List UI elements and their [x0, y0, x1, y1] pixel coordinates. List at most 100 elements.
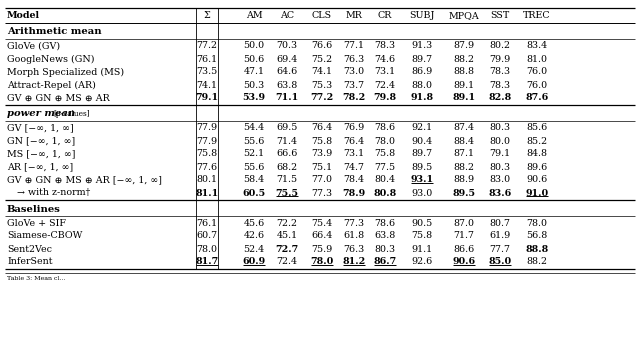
Text: 60.9: 60.9 [243, 258, 266, 267]
Text: 53.9: 53.9 [243, 94, 266, 103]
Text: 73.1: 73.1 [344, 150, 365, 159]
Text: 71.1: 71.1 [275, 94, 299, 103]
Text: 87.1: 87.1 [454, 150, 474, 159]
Text: 80.3: 80.3 [490, 162, 511, 172]
Text: 73.1: 73.1 [374, 67, 396, 76]
Text: 56.8: 56.8 [526, 232, 548, 240]
Text: 79.1: 79.1 [490, 150, 511, 159]
Text: 88.0: 88.0 [412, 80, 433, 89]
Text: Baselines: Baselines [7, 204, 61, 214]
Text: 45.6: 45.6 [243, 218, 264, 227]
Text: 87.9: 87.9 [453, 42, 475, 51]
Text: AR [−∞, 1, ∞]: AR [−∞, 1, ∞] [7, 162, 73, 172]
Text: 80.7: 80.7 [490, 218, 511, 227]
Text: 75.8: 75.8 [412, 232, 433, 240]
Text: Siamese-CBOW: Siamese-CBOW [7, 232, 83, 240]
Text: 77.3: 77.3 [344, 218, 365, 227]
Text: 77.7: 77.7 [490, 245, 511, 254]
Text: 50.0: 50.0 [243, 42, 264, 51]
Text: 89.5: 89.5 [412, 162, 433, 172]
Text: 75.8: 75.8 [196, 150, 218, 159]
Text: 83.4: 83.4 [527, 42, 548, 51]
Text: 61.8: 61.8 [344, 232, 365, 240]
Text: 76.3: 76.3 [344, 54, 365, 64]
Text: CLS: CLS [312, 11, 332, 21]
Text: 73.5: 73.5 [196, 67, 218, 76]
Text: 75.4: 75.4 [312, 218, 333, 227]
Text: Table 3: Mean cl...: Table 3: Mean cl... [7, 276, 65, 280]
Text: 63.8: 63.8 [276, 80, 298, 89]
Text: 79.8: 79.8 [373, 94, 397, 103]
Text: MS [−∞, 1, ∞]: MS [−∞, 1, ∞] [7, 150, 76, 159]
Text: 84.8: 84.8 [527, 150, 547, 159]
Text: 47.1: 47.1 [243, 67, 264, 76]
Text: 50.3: 50.3 [243, 80, 264, 89]
Text: 77.5: 77.5 [374, 162, 396, 172]
Text: 73.0: 73.0 [344, 67, 365, 76]
Text: 80.4: 80.4 [374, 175, 396, 184]
Text: 74.7: 74.7 [344, 162, 365, 172]
Text: 50.6: 50.6 [243, 54, 264, 64]
Text: 88.2: 88.2 [454, 162, 474, 172]
Text: 81.1: 81.1 [195, 189, 219, 197]
Text: 72.2: 72.2 [276, 218, 298, 227]
Text: 83.6: 83.6 [488, 189, 511, 197]
Text: 81.2: 81.2 [342, 258, 365, 267]
Text: 92.1: 92.1 [412, 123, 433, 132]
Text: Morph Specialized (MS): Morph Specialized (MS) [7, 67, 124, 77]
Text: 55.6: 55.6 [243, 162, 265, 172]
Text: 88.9: 88.9 [453, 175, 475, 184]
Text: 72.4: 72.4 [276, 258, 298, 267]
Text: 66.6: 66.6 [276, 150, 298, 159]
Text: Arithmetic mean: Arithmetic mean [7, 28, 102, 36]
Text: 80.8: 80.8 [373, 189, 397, 197]
Text: 86.6: 86.6 [453, 245, 475, 254]
Text: 77.2: 77.2 [196, 42, 218, 51]
Text: 85.6: 85.6 [526, 123, 548, 132]
Text: 64.6: 64.6 [276, 67, 298, 76]
Text: 60.5: 60.5 [243, 189, 266, 197]
Text: 69.4: 69.4 [276, 54, 298, 64]
Text: 71.4: 71.4 [276, 137, 298, 146]
Text: 86.7: 86.7 [373, 258, 397, 267]
Text: 78.2: 78.2 [342, 94, 365, 103]
Text: 55.6: 55.6 [243, 137, 265, 146]
Text: GloVe (GV): GloVe (GV) [7, 42, 60, 51]
Text: 74.1: 74.1 [312, 67, 333, 76]
Text: 52.4: 52.4 [243, 245, 264, 254]
Text: 76.0: 76.0 [527, 67, 548, 76]
Text: 78.3: 78.3 [374, 42, 396, 51]
Text: 76.4: 76.4 [312, 123, 333, 132]
Text: 89.7: 89.7 [412, 54, 433, 64]
Text: 89.1: 89.1 [452, 94, 476, 103]
Text: 78.6: 78.6 [374, 123, 396, 132]
Text: 78.0: 78.0 [527, 218, 547, 227]
Text: 89.7: 89.7 [412, 150, 433, 159]
Text: [p-values]: [p-values] [53, 110, 90, 118]
Text: GV ⊕ GN ⊕ MS ⊕ AR [−∞, 1, ∞]: GV ⊕ GN ⊕ MS ⊕ AR [−∞, 1, ∞] [7, 175, 162, 184]
Text: 88.8: 88.8 [454, 67, 474, 76]
Text: 92.6: 92.6 [412, 258, 433, 267]
Text: 76.3: 76.3 [344, 245, 365, 254]
Text: 75.9: 75.9 [312, 245, 333, 254]
Text: 80.1: 80.1 [196, 175, 218, 184]
Text: InferSent: InferSent [7, 258, 52, 267]
Text: 77.1: 77.1 [344, 42, 365, 51]
Text: AM: AM [246, 11, 262, 21]
Text: 93.0: 93.0 [412, 189, 433, 197]
Text: GV ⊕ GN ⊕ MS ⊕ AR: GV ⊕ GN ⊕ MS ⊕ AR [7, 94, 109, 103]
Text: 90.6: 90.6 [526, 175, 548, 184]
Text: 77.9: 77.9 [196, 123, 218, 132]
Text: 91.1: 91.1 [412, 245, 433, 254]
Text: 81.0: 81.0 [527, 54, 547, 64]
Text: 58.4: 58.4 [243, 175, 264, 184]
Text: 54.4: 54.4 [243, 123, 264, 132]
Text: 89.1: 89.1 [453, 80, 475, 89]
Text: 78.0: 78.0 [374, 137, 396, 146]
Text: 71.5: 71.5 [276, 175, 298, 184]
Text: TREC: TREC [523, 11, 551, 21]
Text: SUBJ: SUBJ [409, 11, 435, 21]
Text: 76.6: 76.6 [312, 42, 333, 51]
Text: 76.4: 76.4 [344, 137, 365, 146]
Text: 88.2: 88.2 [527, 258, 547, 267]
